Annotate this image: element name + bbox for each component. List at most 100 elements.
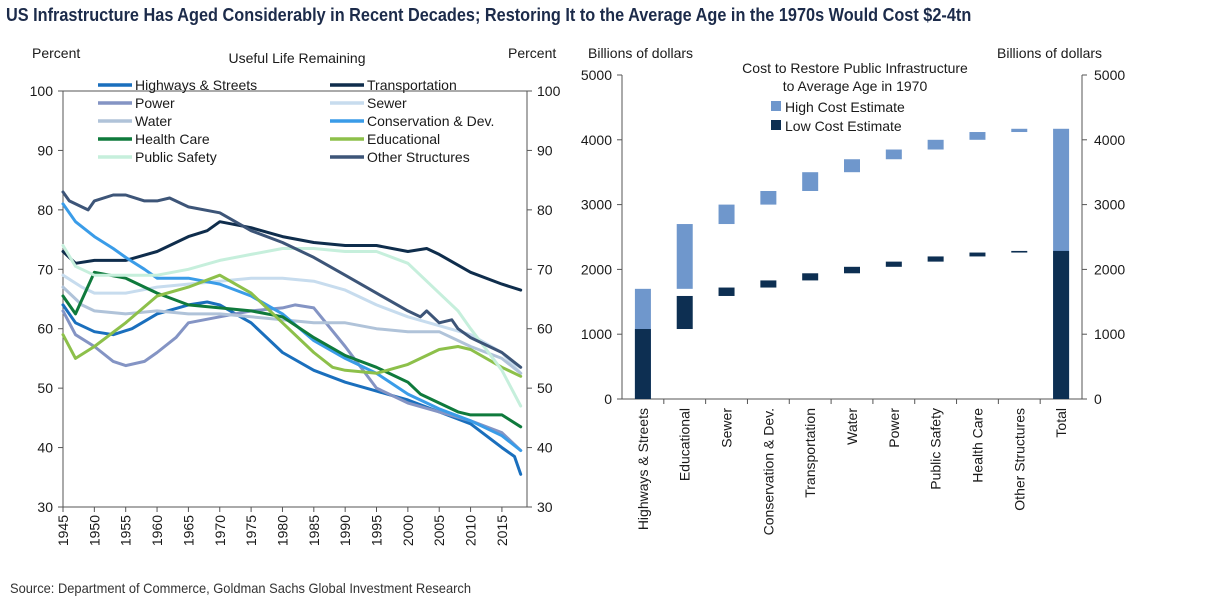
y-axis-label-right: Percent bbox=[508, 45, 556, 61]
low-estimate-bar bbox=[760, 280, 777, 288]
y-tick-label-right: 90 bbox=[537, 142, 553, 158]
chart-title-line-1: Cost to Restore Public Infrastructure bbox=[742, 60, 968, 76]
x-tick-label: 1990 bbox=[337, 515, 353, 546]
y-tick-label-left: 1000 bbox=[581, 326, 612, 342]
x-tick-label: 1960 bbox=[149, 515, 165, 546]
chart-title: Useful Life Remaining bbox=[229, 50, 366, 66]
high-estimate-bar bbox=[718, 204, 735, 225]
legend-label-highways: Highways & Streets bbox=[135, 77, 257, 93]
series-line-water bbox=[61, 285, 523, 375]
low-estimate-bar bbox=[885, 261, 902, 267]
low-estimate-bar bbox=[802, 273, 819, 281]
category-label: Public Safety bbox=[928, 408, 944, 490]
x-tick-label: 1950 bbox=[86, 515, 102, 546]
legend-label-conservation: Conservation & Dev. bbox=[367, 113, 494, 129]
high-estimate-bar bbox=[802, 172, 819, 191]
y-tick-label-left: 100 bbox=[30, 83, 54, 99]
y-tick-label-right: 80 bbox=[537, 202, 553, 218]
series-line-conservation bbox=[61, 202, 523, 452]
x-tick-label: 1975 bbox=[243, 515, 259, 546]
x-tick-label: 1980 bbox=[274, 515, 290, 546]
category-label: Power bbox=[886, 408, 902, 448]
low-estimate-bar bbox=[676, 295, 693, 330]
y-tick-label-left: 50 bbox=[37, 380, 53, 396]
x-tick-label: 1945 bbox=[55, 515, 71, 546]
y-tick-label-left: 0 bbox=[604, 391, 612, 407]
y-tick-label-left: 70 bbox=[37, 261, 53, 277]
y-tick-label-left: 4000 bbox=[581, 132, 612, 148]
x-tick-label: 2015 bbox=[494, 515, 510, 546]
x-tick-label: 1995 bbox=[369, 515, 385, 546]
x-tick-label: 2010 bbox=[463, 515, 479, 546]
y-tick-label-right: 50 bbox=[537, 380, 553, 396]
low-estimate-bar bbox=[969, 252, 986, 257]
high-estimate-bar bbox=[927, 139, 944, 150]
source-note: Source: Department of Commerce, Goldman … bbox=[10, 580, 472, 596]
y-tick-label-right: 3000 bbox=[1094, 197, 1125, 213]
legend-label-publicsafety: Public Safety bbox=[135, 149, 217, 165]
series-line-transportation bbox=[61, 220, 523, 292]
series-line-healthcare bbox=[61, 270, 523, 429]
category-label: Educational bbox=[677, 408, 693, 481]
series-line-otherstructures bbox=[61, 190, 523, 369]
x-tick-label: 2000 bbox=[400, 515, 416, 546]
y-tick-label-right: 40 bbox=[537, 440, 553, 456]
low-estimate-bar bbox=[1011, 250, 1028, 253]
y-tick-label-left: 80 bbox=[37, 202, 53, 218]
y-tick-label-left: 60 bbox=[37, 321, 53, 337]
legend-label-low: Low Cost Estimate bbox=[785, 118, 902, 134]
x-tick-label: 1985 bbox=[306, 515, 322, 546]
legend-label-high: High Cost Estimate bbox=[785, 99, 905, 115]
category-label: Total bbox=[1053, 408, 1069, 438]
y-tick-label-right: 60 bbox=[537, 321, 553, 337]
high-estimate-bar bbox=[969, 132, 986, 140]
y-tick-label-right: 1000 bbox=[1094, 326, 1125, 342]
y-tick-label-left: 40 bbox=[37, 440, 53, 456]
x-tick-label: 1965 bbox=[180, 515, 196, 546]
low-estimate-bar bbox=[1053, 250, 1070, 399]
x-tick-label: 1970 bbox=[212, 515, 228, 546]
category-label: Health Care bbox=[969, 408, 985, 483]
y-tick-label-right: 2000 bbox=[1094, 261, 1125, 277]
legend-label-sewer: Sewer bbox=[367, 95, 407, 111]
y-axis-label-right: Billions of dollars bbox=[997, 45, 1102, 61]
category-label: Other Structures bbox=[1011, 408, 1027, 511]
high-estimate-bar bbox=[760, 190, 777, 205]
y-tick-label-left: 3000 bbox=[581, 197, 612, 213]
series-line-educational bbox=[61, 273, 523, 378]
x-tick-label: 1955 bbox=[118, 515, 134, 546]
page-title: US Infrastructure Has Aged Considerably … bbox=[6, 4, 972, 25]
legend-label-healthcare: Health Care bbox=[135, 131, 210, 147]
low-estimate-bar bbox=[634, 329, 651, 399]
y-axis-label-left: Billions of dollars bbox=[588, 45, 693, 61]
y-tick-label-right: 100 bbox=[537, 83, 561, 99]
high-estimate-bar bbox=[844, 159, 860, 173]
legend-label-water: Water bbox=[135, 113, 172, 129]
series-line-highways bbox=[61, 300, 523, 476]
y-tick-label-left: 90 bbox=[37, 142, 53, 158]
low-estimate-bar bbox=[718, 287, 735, 296]
category-label: Water bbox=[844, 408, 860, 445]
y-tick-label-right: 70 bbox=[537, 261, 553, 277]
legend-swatch-high bbox=[771, 101, 781, 111]
y-tick-label-left: 30 bbox=[37, 499, 53, 515]
low-estimate-bar bbox=[844, 266, 860, 274]
legend-label-otherstructures: Other Structures bbox=[367, 149, 470, 165]
y-tick-label-left: 2000 bbox=[581, 261, 612, 277]
y-tick-label-right: 4000 bbox=[1094, 132, 1125, 148]
y-tick-label-left: 5000 bbox=[581, 67, 612, 83]
x-tick-label: 2005 bbox=[431, 515, 447, 546]
y-axis-label-left: Percent bbox=[32, 45, 80, 61]
legend-label-educational: Educational bbox=[367, 131, 440, 147]
y-tick-label-right: 30 bbox=[537, 499, 553, 515]
high-estimate-bar bbox=[676, 224, 693, 289]
chart-title-line-2: to Average Age in 1970 bbox=[783, 78, 928, 94]
y-tick-label-right: 5000 bbox=[1094, 67, 1125, 83]
y-tick-label-right: 0 bbox=[1094, 391, 1102, 407]
series-line-sewer bbox=[61, 273, 523, 375]
high-estimate-bar bbox=[885, 149, 902, 160]
legend-swatch-low bbox=[771, 120, 781, 130]
category-label: Transportation bbox=[802, 408, 818, 498]
category-label: Highways & Streets bbox=[635, 408, 651, 530]
